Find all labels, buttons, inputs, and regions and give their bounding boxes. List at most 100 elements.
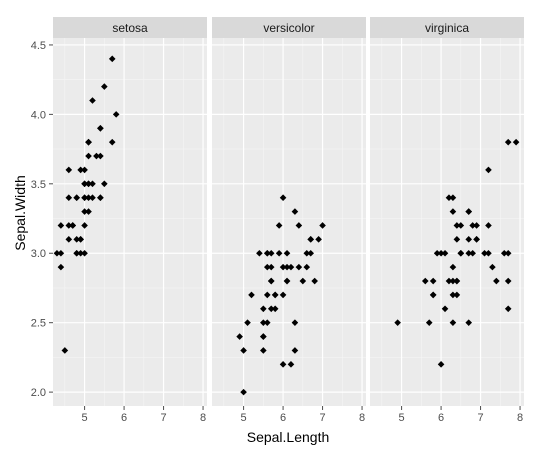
- x-tick-label: 7: [478, 412, 484, 424]
- x-axis: 5 6 7 8 5 6 7 8 5 6 7 8: [82, 406, 523, 424]
- points-virginica: [394, 138, 520, 368]
- data-point: [73, 249, 80, 257]
- data-point: [240, 347, 247, 354]
- facet-panel-virginica: virginica: [370, 17, 524, 406]
- data-point: [101, 83, 108, 90]
- panel-background: [370, 38, 524, 406]
- data-point: [453, 236, 461, 243]
- data-point: [295, 222, 303, 229]
- x-tick-label: 7: [320, 412, 326, 424]
- data-point: [453, 291, 461, 299]
- facet-panels: setosa versicolor virginica: [53, 17, 524, 406]
- data-point: [437, 361, 445, 368]
- data-point: [279, 361, 287, 368]
- data-point: [263, 263, 271, 271]
- data-point: [489, 263, 496, 271]
- data-point: [279, 194, 287, 201]
- data-point: [433, 249, 441, 257]
- y-tick-label: 2.0: [31, 387, 46, 399]
- x-tick-label: 8: [359, 412, 365, 424]
- data-point: [453, 277, 461, 285]
- facet-strip: [212, 17, 366, 38]
- data-point: [89, 97, 96, 104]
- data-point: [275, 222, 283, 229]
- data-point: [473, 236, 480, 243]
- data-point: [465, 319, 473, 326]
- data-point: [81, 166, 88, 174]
- data-point: [89, 194, 96, 201]
- data-point: [65, 222, 73, 229]
- data-point: [93, 152, 100, 160]
- data-point: [311, 277, 318, 285]
- facet-strip: [370, 17, 524, 38]
- x-tick-label: 5: [399, 412, 405, 424]
- data-point: [307, 249, 315, 257]
- data-point: [57, 263, 65, 271]
- points-setosa: [53, 55, 120, 354]
- y-axis-title: Sepal.Width: [12, 175, 28, 250]
- data-point: [445, 194, 453, 201]
- data-point: [260, 305, 267, 313]
- facet-strip: [53, 17, 207, 38]
- data-point: [236, 333, 243, 340]
- y-tick-label: 3.0: [31, 248, 46, 260]
- data-point: [267, 249, 275, 257]
- data-point: [283, 249, 291, 257]
- x-tick-label: 6: [438, 412, 444, 424]
- data-point: [85, 208, 92, 215]
- data-point: [279, 291, 287, 299]
- data-point: [77, 166, 84, 174]
- facet-strip-label: setosa: [112, 21, 148, 35]
- data-point: [485, 249, 492, 257]
- x-axis-title: Sepal.Length: [247, 429, 330, 445]
- data-point: [469, 222, 476, 229]
- data-point: [263, 249, 271, 257]
- data-point: [303, 263, 311, 271]
- y-tick-label: 4.0: [31, 109, 46, 121]
- data-point: [453, 222, 461, 229]
- data-point: [271, 291, 279, 299]
- data-point: [295, 263, 303, 271]
- x-tick-label: 8: [517, 412, 523, 424]
- data-point: [77, 249, 84, 257]
- data-point: [465, 208, 473, 215]
- facet-panel-versicolor: versicolor: [212, 17, 366, 406]
- data-point: [85, 152, 92, 160]
- data-point: [85, 180, 92, 188]
- data-point: [61, 347, 69, 354]
- data-point: [481, 249, 488, 257]
- data-point: [287, 361, 295, 368]
- data-point: [81, 249, 88, 257]
- data-point: [65, 194, 73, 201]
- panel-background: [212, 38, 366, 406]
- x-tick-label: 7: [161, 412, 167, 424]
- data-point: [449, 208, 457, 215]
- data-point: [73, 236, 80, 243]
- data-point: [77, 236, 84, 243]
- data-point: [449, 277, 457, 285]
- data-point: [493, 277, 500, 285]
- data-point: [299, 277, 307, 285]
- data-point: [291, 347, 299, 354]
- data-point: [394, 319, 401, 326]
- data-point: [248, 291, 255, 299]
- y-tick-label: 2.5: [31, 318, 46, 330]
- data-point: [240, 388, 247, 396]
- facet-strip-label: virginica: [425, 21, 469, 35]
- x-tick-label: 8: [200, 412, 206, 424]
- data-point: [108, 138, 116, 146]
- data-point: [244, 319, 251, 326]
- data-point: [267, 263, 275, 271]
- data-point: [263, 319, 271, 326]
- data-point: [97, 152, 104, 160]
- data-point: [473, 222, 480, 229]
- data-point: [457, 222, 465, 229]
- data-point: [425, 319, 433, 326]
- data-point: [429, 277, 437, 285]
- data-point: [449, 194, 457, 201]
- data-point: [445, 277, 453, 285]
- data-point: [275, 249, 283, 257]
- data-point: [485, 166, 492, 174]
- data-point: [81, 194, 88, 201]
